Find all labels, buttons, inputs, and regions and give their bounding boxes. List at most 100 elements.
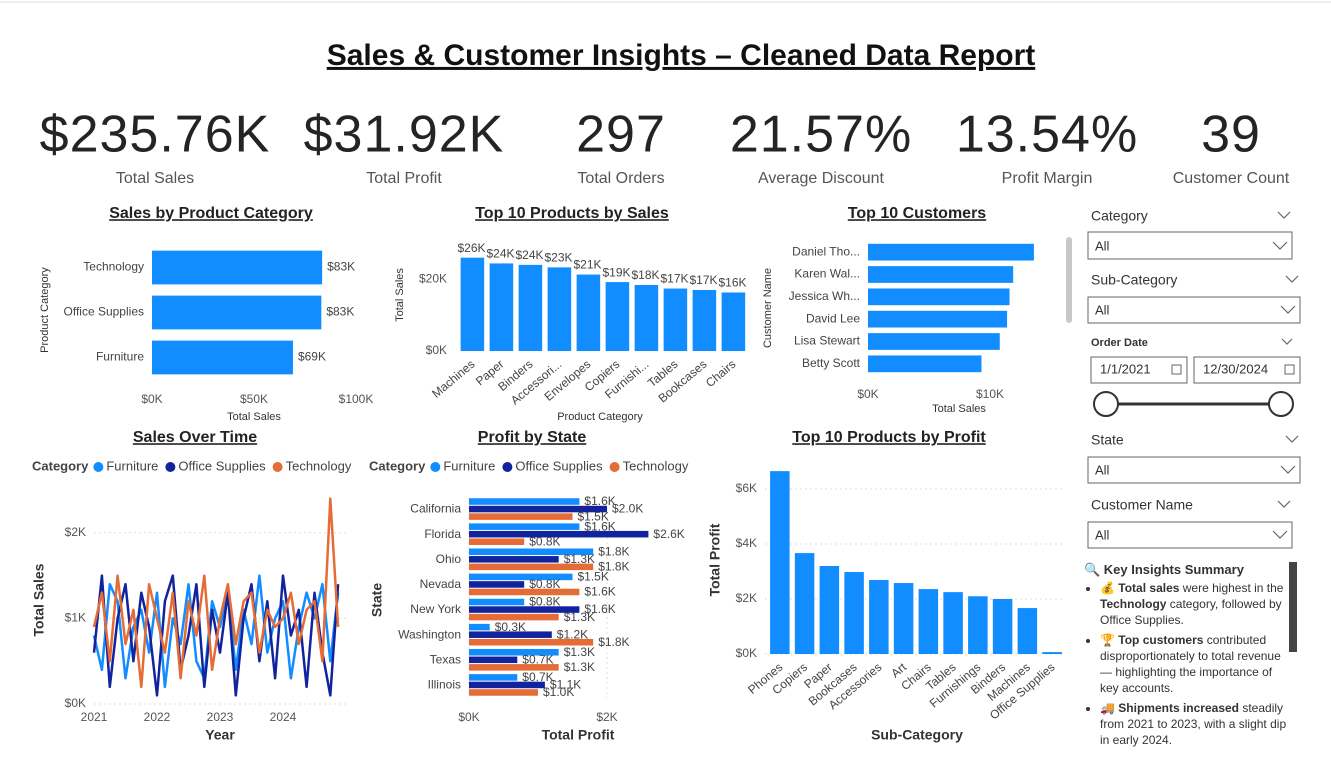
bar: [868, 288, 1010, 306]
data-label: $1.8K: [598, 635, 629, 649]
insight-text: were highest in the: [1179, 581, 1284, 595]
tick-label: 2023: [207, 710, 234, 724]
tick-label: $0K: [65, 696, 86, 710]
tick-label: $0K: [141, 392, 162, 406]
filter-label: Sub-Category: [1091, 272, 1177, 288]
bar: [469, 689, 538, 696]
bar: [518, 264, 543, 351]
bar: [469, 631, 552, 638]
kpi-label: Total Sales: [116, 170, 194, 187]
tick-label: $6K: [736, 481, 757, 495]
bar: [469, 598, 525, 606]
dropdown[interactable]: [1087, 231, 1293, 260]
tick-label: 2021: [81, 710, 108, 724]
bar: [634, 284, 659, 351]
chart: Sales Over Time Year Total Sales Category Fu…: [31, 429, 352, 742]
insight-item: 🚚 Shipments increased steadily from 2021…: [1100, 700, 1294, 748]
legend-label: Furniture: [106, 458, 158, 473]
kpi-label: Total Profit: [366, 170, 442, 187]
slider-handle[interactable]: [1268, 391, 1294, 417]
bar: [1042, 652, 1062, 654]
insight-text: Top customers: [1118, 633, 1204, 647]
insight-text: 🚚: [1100, 701, 1119, 715]
data-label: $0.8K: [529, 534, 560, 548]
data-label: $1.3K: [564, 552, 595, 566]
bar: [943, 592, 963, 654]
bar: [1017, 608, 1038, 654]
date-input[interactable]: [1090, 356, 1188, 384]
bar: [469, 638, 594, 646]
chevron: [1272, 241, 1288, 250]
chevron[interactable]: [1277, 500, 1291, 508]
bar: [469, 606, 580, 613]
tick-label: $2K: [596, 710, 617, 724]
line: [92, 497, 340, 689]
legend-swatch: [430, 462, 441, 472]
dropdown-value: All: [1095, 238, 1110, 253]
bar: [469, 613, 559, 621]
calendar-icon: [1171, 364, 1182, 375]
bar: [469, 656, 518, 664]
bar: [469, 681, 545, 689]
bar: [152, 340, 293, 375]
data-label: $17K: [689, 273, 717, 287]
tick-label: $1K: [65, 611, 86, 625]
dropdown[interactable]: [1087, 296, 1301, 324]
bar: [819, 566, 840, 654]
legend-title: Category: [32, 458, 89, 473]
bar: [770, 471, 790, 654]
category-label: Florida: [424, 527, 461, 541]
category-label: Jessica Wh...: [789, 289, 860, 303]
data-label: $26K: [457, 241, 485, 255]
chart-title: Top 10 Customers: [848, 205, 987, 222]
bar: [868, 355, 982, 373]
kpi-value: 13.54%: [956, 106, 1138, 164]
chevron[interactable]: [1285, 435, 1299, 443]
chevron[interactable]: [1285, 275, 1299, 283]
dropdown[interactable]: [1087, 456, 1301, 484]
scrollbar[interactable]: [1289, 562, 1297, 652]
legend-label: Office Supplies: [178, 458, 266, 473]
slider-handle[interactable]: [1093, 391, 1119, 417]
chevron[interactable]: [1281, 338, 1293, 345]
bar: [469, 649, 559, 656]
report-title: Sales & Customer Insights – Cleaned Data…: [327, 39, 1036, 72]
data-label: $1.3K: [564, 610, 595, 624]
data-label: $1.6K: [584, 585, 615, 599]
chevron: [1280, 305, 1296, 314]
category-label: Lisa Stewart: [794, 334, 861, 348]
data-label: $1.1K: [550, 678, 581, 692]
dropdown[interactable]: [1087, 521, 1293, 549]
bar: [968, 596, 988, 654]
date-input[interactable]: [1193, 356, 1301, 384]
date-end: 12/30/2024: [1203, 361, 1268, 376]
data-label: $24K: [486, 247, 514, 261]
bar: [663, 288, 688, 351]
kpi-value: $31.92K: [304, 106, 505, 164]
tick-label: $4K: [736, 536, 757, 550]
bar: [469, 548, 594, 556]
chart-title: Sales Over Time: [133, 429, 257, 446]
data-label: $17K: [660, 272, 688, 286]
insight-text: contributed disproportionately to total …: [1100, 633, 1281, 695]
dropdown-value: All: [1095, 527, 1110, 542]
data-label: $1.5K: [578, 509, 609, 523]
scrollbar[interactable]: [1066, 237, 1072, 323]
category-label: Daniel Tho...: [792, 244, 860, 258]
tick-label: $0K: [857, 387, 878, 401]
chevron[interactable]: [1277, 211, 1291, 219]
category-label: Betty Scott: [802, 356, 861, 370]
tick-label: $2K: [736, 591, 757, 605]
tick-label: 2022: [144, 710, 171, 724]
y-axis-title: Total Sales: [31, 563, 47, 636]
bar: [469, 513, 573, 520]
insight-text: Total sales: [1118, 581, 1180, 595]
y-axis-title: Total Profit: [707, 523, 723, 596]
bar: [469, 498, 580, 505]
bar: [469, 556, 559, 563]
data-label: $0.8K: [529, 577, 560, 591]
kpi-label: Average Discount: [758, 170, 885, 187]
data-label: $0.7K: [522, 670, 553, 684]
chart-title: Top 10 Products by Profit: [792, 429, 986, 446]
